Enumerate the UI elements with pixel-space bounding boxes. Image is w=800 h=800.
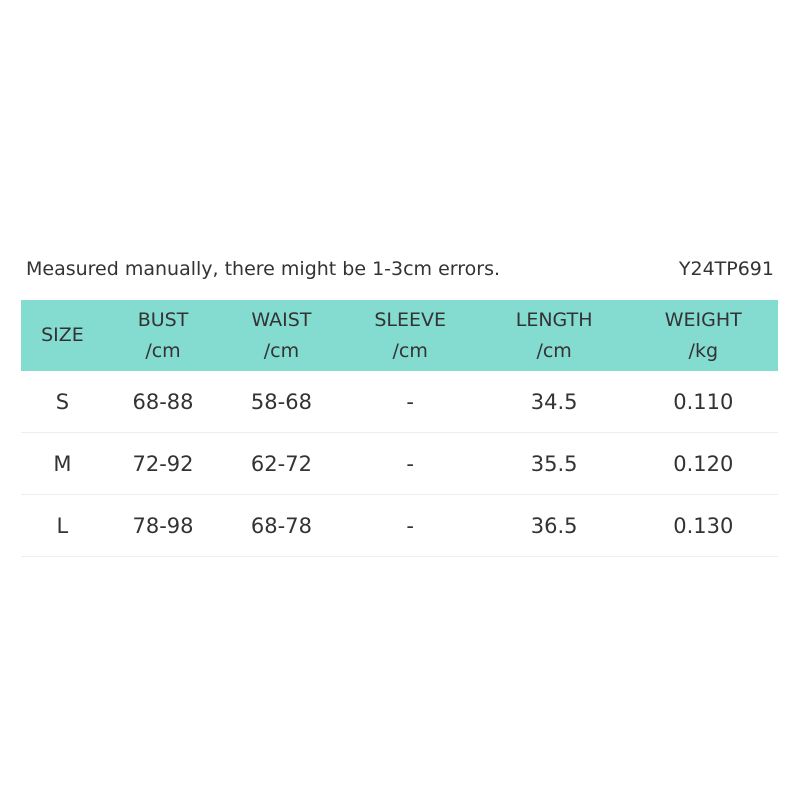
header-cell: LENGTH/cm <box>479 300 629 371</box>
size-table: SIZE BUST/cm WAIST/cm SLEEVE/cm LENGTH/cm WEI… <box>21 300 778 557</box>
header-line: LENGTH <box>515 308 593 331</box>
table-cell: 34.5 <box>479 371 629 433</box>
header-cell: WEIGHT/kg <box>628 300 778 371</box>
table-cell: 58-68 <box>222 371 341 433</box>
table-cell: L <box>21 494 104 557</box>
header-line: BUST <box>137 308 189 331</box>
table-body: S 68-88 58-68-34.5 0.110 M 72-92 62-72-35.5 0.1… <box>21 371 778 557</box>
table-cell: 68-88 <box>103 371 223 433</box>
header-line: /kg <box>688 339 719 362</box>
table-cell: 35.5 <box>479 432 629 495</box>
header-line: /cm <box>263 339 300 362</box>
header-row: SIZE BUST/cm WAIST/cm SLEEVE/cm LENGTH/cm WEI… <box>21 300 778 371</box>
header-line: WEIGHT <box>664 308 742 331</box>
table-cell: 72-92 <box>103 432 223 495</box>
table-cell: 0.110 <box>628 371 778 433</box>
header-cell: BUST/cm <box>103 300 223 371</box>
table-row: L 78-98 68-78-36.5 0.130 <box>21 494 778 557</box>
header-line: SLEEVE <box>374 308 446 331</box>
table-cell: 62-72 <box>222 432 341 495</box>
header-line: /cm <box>536 339 572 362</box>
table-row: S 68-88 58-68-34.5 0.110 <box>21 371 778 433</box>
table-cell: 0.130 <box>628 494 778 557</box>
header-line: WAIST <box>251 308 312 331</box>
table-cell: M <box>21 432 104 495</box>
product-code: Y24TP691 <box>678 258 774 280</box>
table-cell: 68-78 <box>222 494 341 557</box>
table-cell: - <box>340 494 480 557</box>
table-cell: - <box>340 432 480 495</box>
header-cell: WAIST/cm <box>222 300 341 371</box>
table-row: M 72-92 62-72-35.5 0.120 <box>21 432 778 495</box>
table-cell: 78-98 <box>103 494 223 557</box>
table-cell: S <box>21 371 104 433</box>
header-line: /cm <box>145 339 181 362</box>
header-line: /cm <box>392 339 428 362</box>
table-cell: 36.5 <box>479 494 629 557</box>
table-cell: 0.120 <box>628 432 778 495</box>
header-cell: SIZE <box>21 300 104 371</box>
header-line: SIZE <box>41 324 84 346</box>
table-cell: - <box>340 371 480 433</box>
header-cell: SLEEVE/cm <box>340 300 480 371</box>
note: Measured manually, there might be 1-3cm … <box>26 258 501 280</box>
